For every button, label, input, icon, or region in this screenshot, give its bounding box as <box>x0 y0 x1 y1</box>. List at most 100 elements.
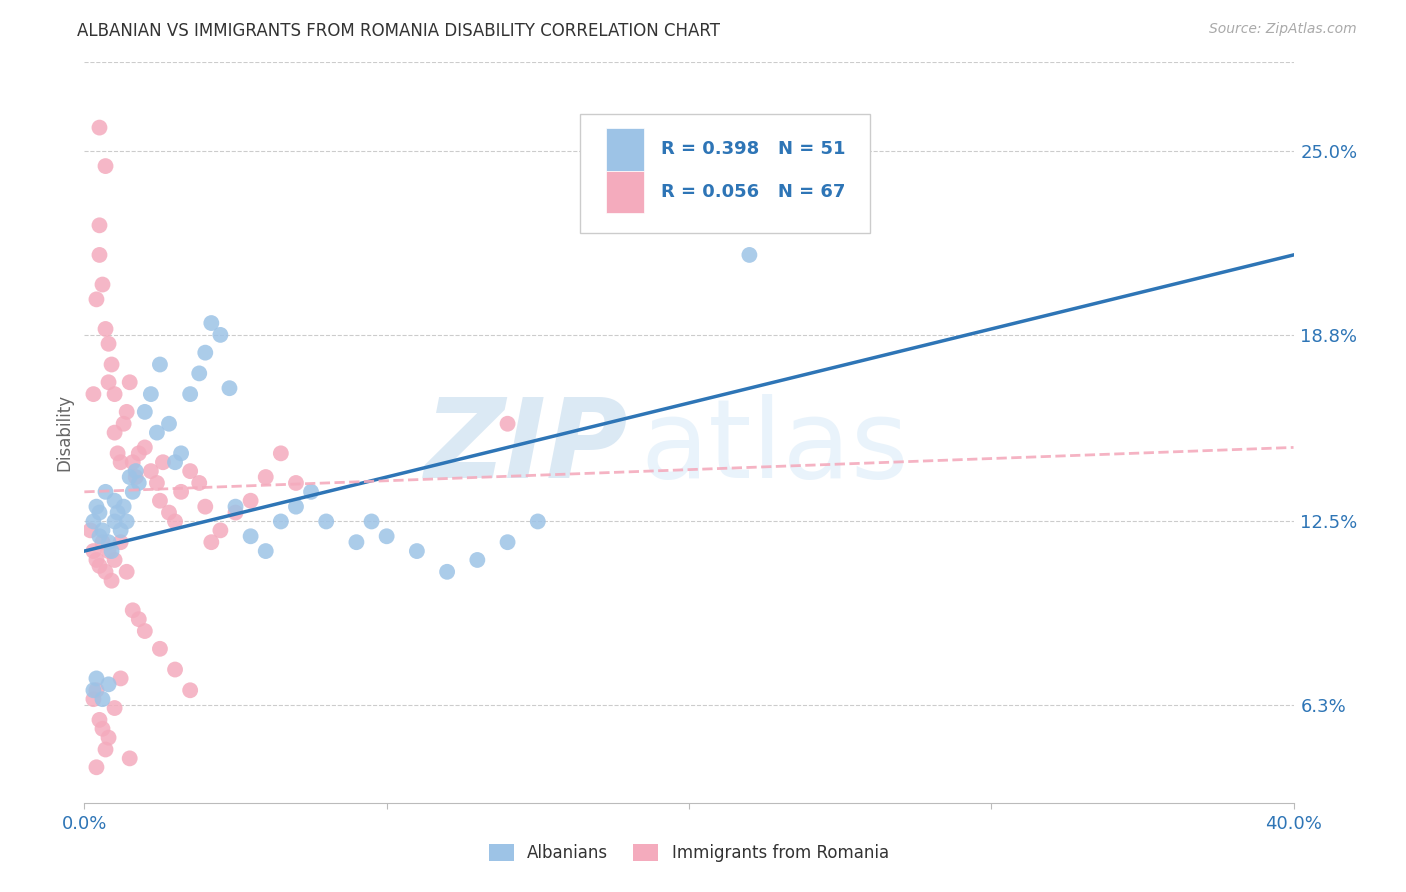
Point <box>118 470 141 484</box>
Point <box>360 515 382 529</box>
Point <box>134 405 156 419</box>
Point <box>91 277 114 292</box>
Point <box>104 553 127 567</box>
Point <box>89 713 111 727</box>
Point <box>285 475 308 490</box>
Point <box>194 500 217 514</box>
Point <box>128 612 150 626</box>
Point <box>346 535 368 549</box>
Point <box>496 535 519 549</box>
FancyBboxPatch shape <box>581 114 870 233</box>
Point <box>94 742 117 756</box>
Y-axis label: Disability: Disability <box>55 394 73 471</box>
Text: atlas: atlas <box>641 394 910 501</box>
Point <box>239 529 262 543</box>
Point <box>107 446 129 460</box>
Point <box>157 506 180 520</box>
Point <box>97 336 120 351</box>
Point <box>467 553 489 567</box>
Point <box>200 535 222 549</box>
Point <box>254 544 277 558</box>
Point <box>299 484 322 499</box>
Point <box>254 470 277 484</box>
Point <box>165 455 187 469</box>
Point <box>104 701 127 715</box>
Point <box>225 506 247 520</box>
Point <box>285 500 308 514</box>
Point <box>91 524 114 538</box>
Point <box>134 624 156 638</box>
Point <box>97 677 120 691</box>
Point <box>86 500 108 514</box>
Text: ALBANIAN VS IMMIGRANTS FROM ROMANIA DISABILITY CORRELATION CHART: ALBANIAN VS IMMIGRANTS FROM ROMANIA DISA… <box>77 22 720 40</box>
Point <box>149 493 172 508</box>
Point <box>139 464 162 478</box>
Point <box>94 322 117 336</box>
Point <box>82 544 104 558</box>
Point <box>209 327 232 342</box>
Text: ZIP: ZIP <box>425 394 628 501</box>
Point <box>125 464 148 478</box>
Point <box>121 603 143 617</box>
Point <box>115 515 138 529</box>
Point <box>86 553 108 567</box>
Text: Source: ZipAtlas.com: Source: ZipAtlas.com <box>1209 22 1357 37</box>
Point <box>100 574 122 588</box>
Point <box>115 565 138 579</box>
Point <box>218 381 240 395</box>
Point <box>104 387 127 401</box>
Point <box>118 376 141 390</box>
Point <box>82 515 104 529</box>
Point <box>194 345 217 359</box>
FancyBboxPatch shape <box>606 128 644 170</box>
Point <box>91 692 114 706</box>
Point <box>89 120 111 135</box>
Point <box>436 565 458 579</box>
Point <box>128 475 150 490</box>
Point <box>527 515 550 529</box>
Point <box>270 446 292 460</box>
Point <box>496 417 519 431</box>
Point <box>82 683 104 698</box>
Point <box>270 515 292 529</box>
Point <box>94 565 117 579</box>
Point <box>82 692 104 706</box>
Point <box>97 544 120 558</box>
Point <box>112 500 135 514</box>
Point <box>188 475 211 490</box>
Point <box>239 493 262 508</box>
Point <box>146 475 169 490</box>
Point <box>110 524 132 538</box>
Point <box>315 515 337 529</box>
Point <box>86 760 108 774</box>
Text: R = 0.056   N = 67: R = 0.056 N = 67 <box>661 183 845 201</box>
Point <box>110 535 132 549</box>
Point <box>134 441 156 455</box>
Point <box>738 248 761 262</box>
Point <box>94 159 117 173</box>
Point <box>112 417 135 431</box>
Point <box>225 500 247 514</box>
Point <box>146 425 169 440</box>
Point <box>97 376 120 390</box>
Point <box>86 672 108 686</box>
Point <box>179 683 201 698</box>
Point <box>107 506 129 520</box>
Point <box>115 405 138 419</box>
Point <box>82 387 104 401</box>
Point <box>139 387 162 401</box>
Point <box>406 544 429 558</box>
Point <box>91 722 114 736</box>
Point <box>89 558 111 573</box>
Point <box>97 731 120 745</box>
Legend: Albanians, Immigrants from Romania: Albanians, Immigrants from Romania <box>482 837 896 869</box>
Point <box>179 464 201 478</box>
Point <box>79 524 101 538</box>
Point <box>100 358 122 372</box>
Point <box>209 524 232 538</box>
Point <box>152 455 174 469</box>
Point <box>86 293 108 307</box>
Point <box>94 484 117 499</box>
Point <box>104 425 127 440</box>
Point <box>170 484 193 499</box>
